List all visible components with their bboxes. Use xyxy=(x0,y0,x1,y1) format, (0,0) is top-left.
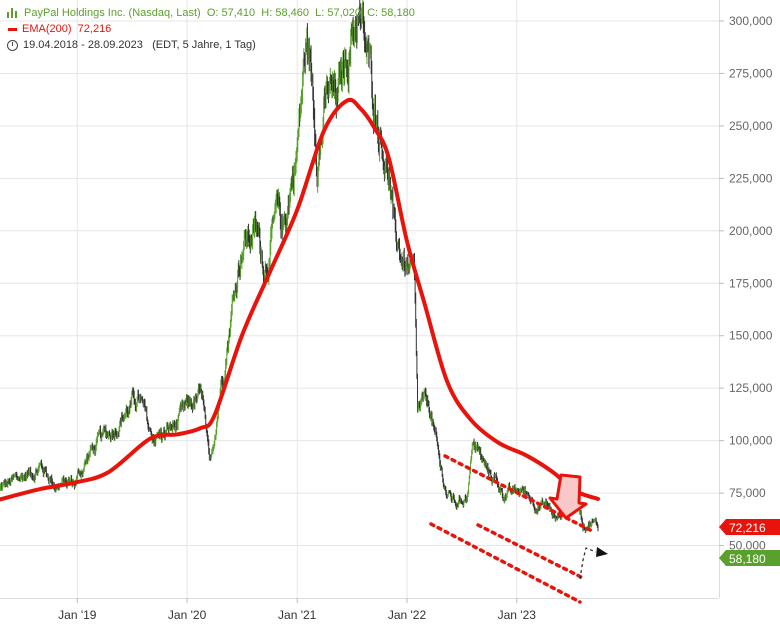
projection-arrowhead-icon xyxy=(596,547,608,557)
channel-middle-line xyxy=(476,523,585,580)
x-tick-label: Jan '20 xyxy=(168,608,207,622)
x-axis-ticks: Jan '19 Jan '20 Jan '21 Jan '22 Jan '23 xyxy=(58,598,536,622)
legend-range-detail: (EDT, 5 Jahre, 1 Tag) xyxy=(152,39,256,51)
ema-line-icon xyxy=(8,27,17,31)
y-tick-label: 300,000 xyxy=(729,14,773,28)
legend-high: H: 58,460 xyxy=(261,7,309,19)
legend-close: C: 58,180 xyxy=(367,7,415,19)
projection-arrow xyxy=(579,547,608,580)
legend-ema-value: 72,216 xyxy=(77,23,112,35)
legend-ema-label: EMA(200) xyxy=(22,23,72,35)
y-tick-label: 100,000 xyxy=(729,434,773,448)
y-tick-label: 50,000 xyxy=(729,539,766,553)
close-badge-shape xyxy=(719,550,780,566)
x-tick-label: Jan '21 xyxy=(278,608,317,622)
projection-dashed-path xyxy=(579,547,597,580)
y-tick-label: 125,000 xyxy=(729,381,773,395)
legend-row-range: 19.04.2018 - 28.09.2023 (EDT, 5 Jahre, 1… xyxy=(6,37,415,53)
legend-row-ema: EMA(200) 72,216 xyxy=(6,21,415,37)
ema-price-badge: 72,216 xyxy=(719,519,780,535)
ema-badge-value: 72,216 xyxy=(729,521,766,535)
close-badge-value: 58,180 xyxy=(729,552,766,566)
clock-icon xyxy=(7,39,18,51)
chart-legend: PayPal Holdings Inc. (Nasdaq, Last) O: 5… xyxy=(6,5,415,53)
y-tick-label: 200,000 xyxy=(729,224,773,238)
down-arrow-icon xyxy=(548,473,588,520)
price-bars xyxy=(0,0,599,533)
legend-low: L: 57,020 xyxy=(315,7,361,19)
channel-lower-line xyxy=(429,522,582,604)
y-axis-ticks: 50,000 75,000 100,000 125,000 150,000 175,000… xyxy=(719,14,773,553)
y-tick-label: 275,000 xyxy=(729,66,773,80)
ema-200-line xyxy=(0,97,600,502)
y-tick-label: 75,000 xyxy=(729,486,766,500)
x-tick-label: Jan '19 xyxy=(58,608,97,622)
x-tick-label: Jan '23 xyxy=(498,608,537,622)
x-tick-label: Jan '22 xyxy=(388,608,427,622)
legend-range: 19.04.2018 - 28.09.2023 xyxy=(23,39,143,51)
y-tick-label: 225,000 xyxy=(729,171,773,185)
ema-badge-shape xyxy=(719,519,780,535)
ohlc-bars-icon xyxy=(6,8,20,18)
y-tick-label: 250,000 xyxy=(729,119,773,133)
legend-row-instrument: PayPal Holdings Inc. (Nasdaq, Last) O: 5… xyxy=(6,5,415,21)
y-tick-label: 150,000 xyxy=(729,329,773,343)
y-tick-label: 175,000 xyxy=(729,276,773,290)
legend-open: O: 57,410 xyxy=(206,7,256,19)
legend-instrument: PayPal Holdings Inc. (Nasdaq, Last) xyxy=(24,7,201,19)
descending-channel xyxy=(429,454,596,604)
chart-grid xyxy=(0,0,719,598)
close-price-badge: 58,180 xyxy=(719,550,780,566)
channel-upper-line xyxy=(443,454,596,534)
